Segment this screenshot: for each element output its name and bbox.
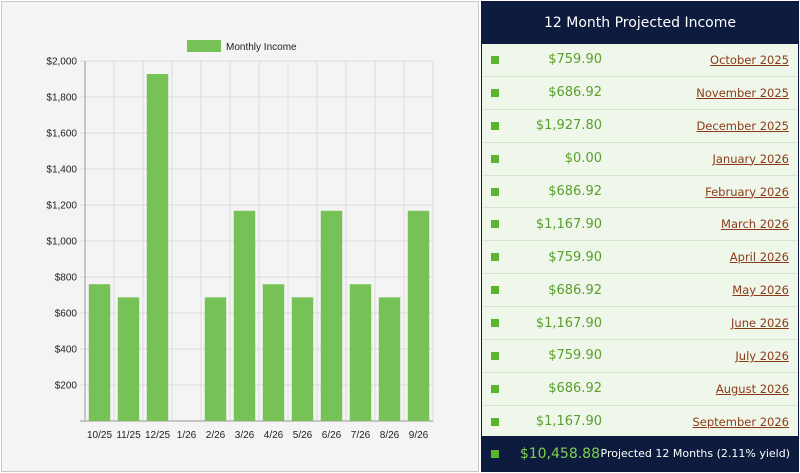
- table-row: $759.90 July 2026: [482, 340, 798, 373]
- bar: [262, 284, 285, 421]
- table-row: $1,167.90 June 2026: [482, 307, 798, 341]
- bar: [291, 297, 314, 421]
- y-tick-label: $1,600: [46, 129, 77, 140]
- table-row: $686.92 May 2026: [482, 274, 798, 308]
- row-month-link[interactable]: July 2026: [735, 348, 789, 363]
- row-amount: $686.92: [548, 85, 602, 101]
- row-square-icon: [491, 55, 499, 64]
- table-row: $686.92 November 2025: [482, 77, 798, 110]
- bar: [320, 210, 343, 421]
- table-row: $1,927.80 December 2025: [482, 110, 798, 143]
- table-row: $686.92 February 2026: [482, 176, 798, 209]
- y-tick-label: $2,000: [46, 57, 77, 68]
- bar: [117, 297, 140, 421]
- legend-label: Monthly Income: [226, 42, 297, 53]
- row-square-icon: [491, 384, 499, 393]
- x-tick-label: 1/26: [177, 430, 197, 441]
- row-square-icon: [491, 319, 499, 328]
- bar: [204, 297, 227, 421]
- income-rows: $759.90 October 2025 $686.92 November 2025 $…: [482, 44, 798, 439]
- row-square-icon: [491, 187, 499, 196]
- row-amount: $759.90: [548, 249, 602, 265]
- row-square-icon: [491, 121, 499, 130]
- row-square-icon: [491, 417, 499, 426]
- row-amount: $1,167.90: [535, 216, 602, 232]
- total-square-icon: [491, 449, 499, 458]
- x-tick-label: 5/26: [293, 430, 313, 441]
- projected-income-table: 12 Month Projected Income $759.90 October…: [481, 1, 799, 472]
- bar-chart-svg: $200 $400 $600 $800 $1,000 $1,200 $1,400 $1,600…: [46, 40, 434, 441]
- table-row: $686.92 August 2026: [482, 373, 798, 406]
- x-tick-label: 2/26: [206, 430, 226, 441]
- row-square-icon: [491, 253, 499, 262]
- row-square-icon: [491, 88, 499, 97]
- bar: [146, 73, 169, 421]
- y-tick-label: $1,400: [46, 165, 77, 176]
- y-tick-label: $800: [55, 273, 78, 284]
- row-month-link[interactable]: September 2026: [692, 414, 790, 429]
- table-row: $1,167.90 September 2026: [482, 406, 798, 439]
- bar: [233, 210, 256, 421]
- total-row: $10,458.88 Projected 12 Months (2.11% yi…: [482, 436, 798, 471]
- row-square-icon: [491, 351, 499, 360]
- row-month-link[interactable]: August 2026: [715, 381, 789, 396]
- row-month-link[interactable]: February 2026: [705, 184, 789, 199]
- table-row: $759.90 October 2025: [482, 44, 798, 77]
- row-amount: $1,167.90: [535, 315, 602, 331]
- x-tick-label: 10/25: [87, 430, 112, 441]
- row-amount: $1,167.90: [535, 414, 602, 430]
- x-tick-label: 12/25: [145, 430, 170, 441]
- row-month-link[interactable]: January 2026: [712, 151, 789, 166]
- row-month-link[interactable]: June 2026: [731, 316, 789, 331]
- y-tick-label: $1,000: [46, 237, 77, 248]
- total-label: Projected 12 Months (2.11% yield): [600, 447, 790, 460]
- bar: [88, 284, 111, 421]
- table-row: $1,167.90 March 2026: [482, 208, 798, 242]
- y-tick-label: $200: [55, 381, 78, 392]
- bar: [407, 210, 430, 421]
- row-amount: $686.92: [548, 381, 602, 397]
- row-month-link[interactable]: October 2025: [710, 52, 789, 67]
- row-square-icon: [491, 220, 499, 229]
- table-title-text: 12 Month Projected Income: [544, 15, 736, 31]
- y-tick-label: $600: [55, 309, 78, 320]
- row-month-link[interactable]: May 2026: [732, 283, 789, 298]
- row-square-icon: [491, 286, 499, 295]
- row-amount: $0.00: [564, 151, 602, 167]
- row-amount: $686.92: [548, 184, 602, 199]
- x-tick-label: 6/26: [322, 430, 342, 441]
- bar: [378, 297, 401, 421]
- row-month-link[interactable]: April 2026: [729, 250, 789, 265]
- row-amount: $759.90: [548, 348, 602, 364]
- x-tick-label: 3/26: [235, 430, 255, 441]
- bar: [349, 284, 372, 421]
- row-amount: $686.92: [548, 282, 602, 298]
- income-chart: $200 $400 $600 $800 $1,000 $1,200 $1,400 $1,600…: [1, 1, 479, 472]
- y-tick-label: $1,800: [46, 93, 77, 104]
- legend-swatch: [187, 40, 221, 52]
- row-month-link[interactable]: December 2025: [696, 118, 789, 133]
- row-square-icon: [491, 154, 499, 163]
- table-row: $0.00 January 2026: [482, 143, 798, 176]
- row-amount: $759.90: [548, 52, 602, 68]
- y-tick-label: $400: [55, 345, 78, 356]
- x-tick-label: 4/26: [264, 430, 284, 441]
- y-tick-label: $1,200: [46, 201, 77, 212]
- row-month-link[interactable]: November 2025: [696, 85, 789, 100]
- table-row: $759.90 April 2026: [482, 241, 798, 275]
- x-tick-label: 9/26: [409, 430, 429, 441]
- row-month-link[interactable]: March 2026: [721, 217, 789, 232]
- row-amount: $1,927.80: [535, 118, 602, 134]
- table-title: 12 Month Projected Income: [482, 2, 798, 44]
- x-tick-label: 8/26: [380, 430, 400, 441]
- x-tick-label: 11/25: [116, 430, 141, 441]
- total-amount: $10,458.88: [519, 445, 600, 462]
- x-tick-label: 7/26: [351, 430, 371, 441]
